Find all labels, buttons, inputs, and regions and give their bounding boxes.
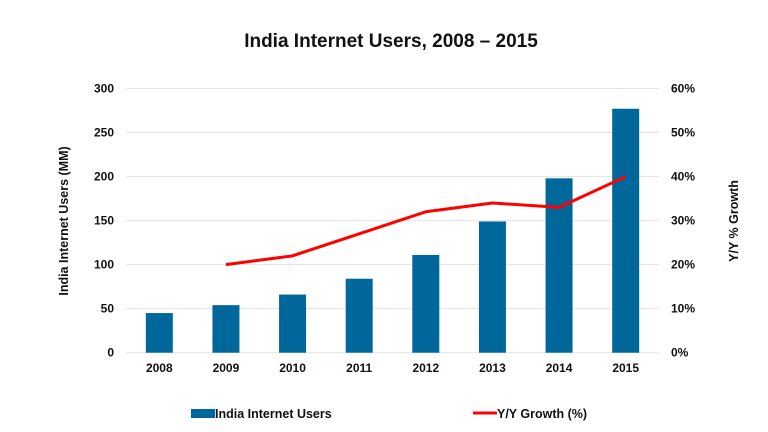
right-axis-label: Y/Y % Growth xyxy=(727,180,741,262)
y-tick-label: 300 xyxy=(94,82,114,96)
y-tick-label: 150 xyxy=(94,214,114,228)
right-axis-ticks: 0% 10% 20% 30% 40% 50% 60% xyxy=(671,82,695,360)
left-axis-ticks: 0 50 100 150 200 250 300 xyxy=(94,82,114,360)
y2-tick-label: 10% xyxy=(671,302,695,316)
y2-tick-label: 60% xyxy=(671,82,695,96)
y2-tick-label: 30% xyxy=(671,214,695,228)
bar xyxy=(345,278,373,353)
x-tick-label: 2011 xyxy=(346,361,372,375)
line-series xyxy=(225,175,627,267)
y2-tick-label: 20% xyxy=(671,258,695,272)
legend-swatch-bars xyxy=(191,409,215,418)
x-axis-ticks: 2008 2009 2010 2011 2012 2013 2014 2015 xyxy=(146,361,639,375)
bar xyxy=(612,108,640,353)
legend-label-line: Y/Y Growth (%) xyxy=(497,407,587,421)
gridlines xyxy=(126,88,659,354)
x-tick-label: 2009 xyxy=(213,361,240,375)
chart-title: India Internet Users, 2008 – 2015 xyxy=(244,31,538,52)
bar-series xyxy=(145,108,640,353)
y2-tick-label: 40% xyxy=(671,170,695,184)
y-tick-label: 100 xyxy=(94,258,114,272)
y-tick-label: 50 xyxy=(101,302,115,316)
x-tick-label: 2010 xyxy=(279,361,306,375)
x-tick-label: 2013 xyxy=(479,361,506,375)
bar xyxy=(145,313,173,353)
bar xyxy=(279,294,307,353)
y-tick-label: 0 xyxy=(107,346,114,360)
legend: India Internet Users Y/Y Growth (%) xyxy=(191,407,587,421)
y-tick-label: 200 xyxy=(94,170,114,184)
x-tick-label: 2012 xyxy=(412,361,439,375)
legend-label-bars: India Internet Users xyxy=(215,407,332,421)
bar xyxy=(412,254,440,353)
y2-tick-label: 50% xyxy=(671,126,695,140)
x-tick-label: 2008 xyxy=(146,361,173,375)
x-tick-label: 2015 xyxy=(612,361,639,375)
y-tick-label: 250 xyxy=(94,126,114,140)
left-axis-label: India Internet Users (MM) xyxy=(57,146,71,295)
y2-tick-label: 0% xyxy=(671,346,689,360)
bar xyxy=(478,221,506,353)
bar xyxy=(212,305,240,353)
x-tick-label: 2014 xyxy=(546,361,573,375)
